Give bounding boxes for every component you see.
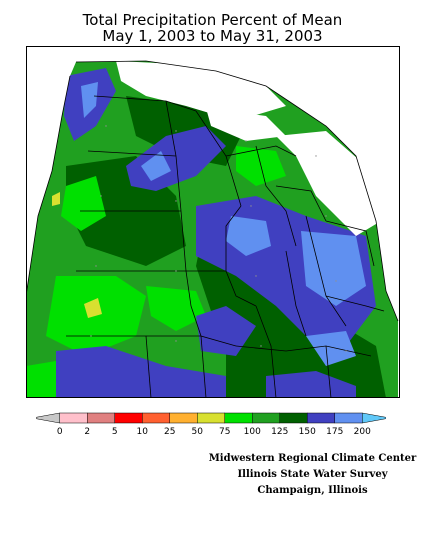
region-blue-kentucky <box>306 331 356 366</box>
region-blue-iowa <box>226 216 271 256</box>
map-frame <box>26 46 400 398</box>
legend-label-7: 100 <box>244 427 261 437</box>
region-navy-missouri <box>196 306 256 356</box>
precipitation-map <box>26 46 400 398</box>
legend-swatch-10 <box>307 412 335 424</box>
graticule <box>90 125 347 352</box>
credit-organization: Midwestern Regional Climate Center <box>208 453 417 464</box>
state-boundaries <box>26 60 399 398</box>
legend-label-11: 200 <box>354 427 371 437</box>
region-lime-dakotas <box>61 176 106 231</box>
region-navy-south <box>56 346 226 398</box>
region-blue-ohio-valley <box>301 231 366 306</box>
legend-label-0: 0 <box>57 427 63 437</box>
credit-survey: Illinois State Water Survey <box>237 469 388 480</box>
region-yellow-west <box>52 192 60 206</box>
legend-label-9: 150 <box>299 427 316 437</box>
legend-label-6: 75 <box>219 427 230 437</box>
legend-label-5: 50 <box>192 427 204 437</box>
legend-swatch-11 <box>334 412 363 424</box>
region-blank-ontario <box>276 131 381 236</box>
legend-label-1: 2 <box>84 427 90 437</box>
credit-location: Champaign, Illinois <box>257 485 368 496</box>
legend-color-bar <box>36 412 386 424</box>
legend-label-10: 175 <box>326 427 343 437</box>
map-title-line1: Total Precipitation Percent of Mean <box>82 11 343 29</box>
legend-tick-labels: 0 2 5 10 25 50 75 100 125 150 175 200 <box>57 427 371 437</box>
legend-label-8: 125 <box>271 427 288 437</box>
region-navy-southeast <box>266 371 356 398</box>
legend-label-4: 25 <box>164 427 175 437</box>
legend-swatch-4 <box>142 412 170 424</box>
legend-swatch-1 <box>59 412 88 424</box>
legend-swatch-3 <box>114 412 143 424</box>
region-lime-central <box>146 286 206 331</box>
region-blue-northwest <box>81 82 98 118</box>
region-blank-canada <box>116 61 286 121</box>
legend-swatch-7 <box>224 412 253 424</box>
legend-swatch-0 <box>36 412 60 424</box>
region-blue-minnesota <box>141 151 171 181</box>
map-title-line2: May 1, 2003 to May 31, 2003 <box>102 27 323 45</box>
legend-label-3: 10 <box>137 427 149 437</box>
legend-swatch-9 <box>279 412 308 424</box>
legend-swatch-5 <box>169 412 198 424</box>
legend-swatch-12 <box>362 412 386 424</box>
legend-swatch-6 <box>197 412 225 424</box>
color-legend: 0 2 5 10 25 50 75 100 125 150 175 200 <box>36 412 386 437</box>
region-blank-lake-superior <box>206 108 286 141</box>
legend-label-2: 5 <box>112 427 118 437</box>
region-yellow-kansas <box>84 298 102 318</box>
legend-swatch-8 <box>252 412 280 424</box>
legend-swatch-2 <box>87 412 115 424</box>
